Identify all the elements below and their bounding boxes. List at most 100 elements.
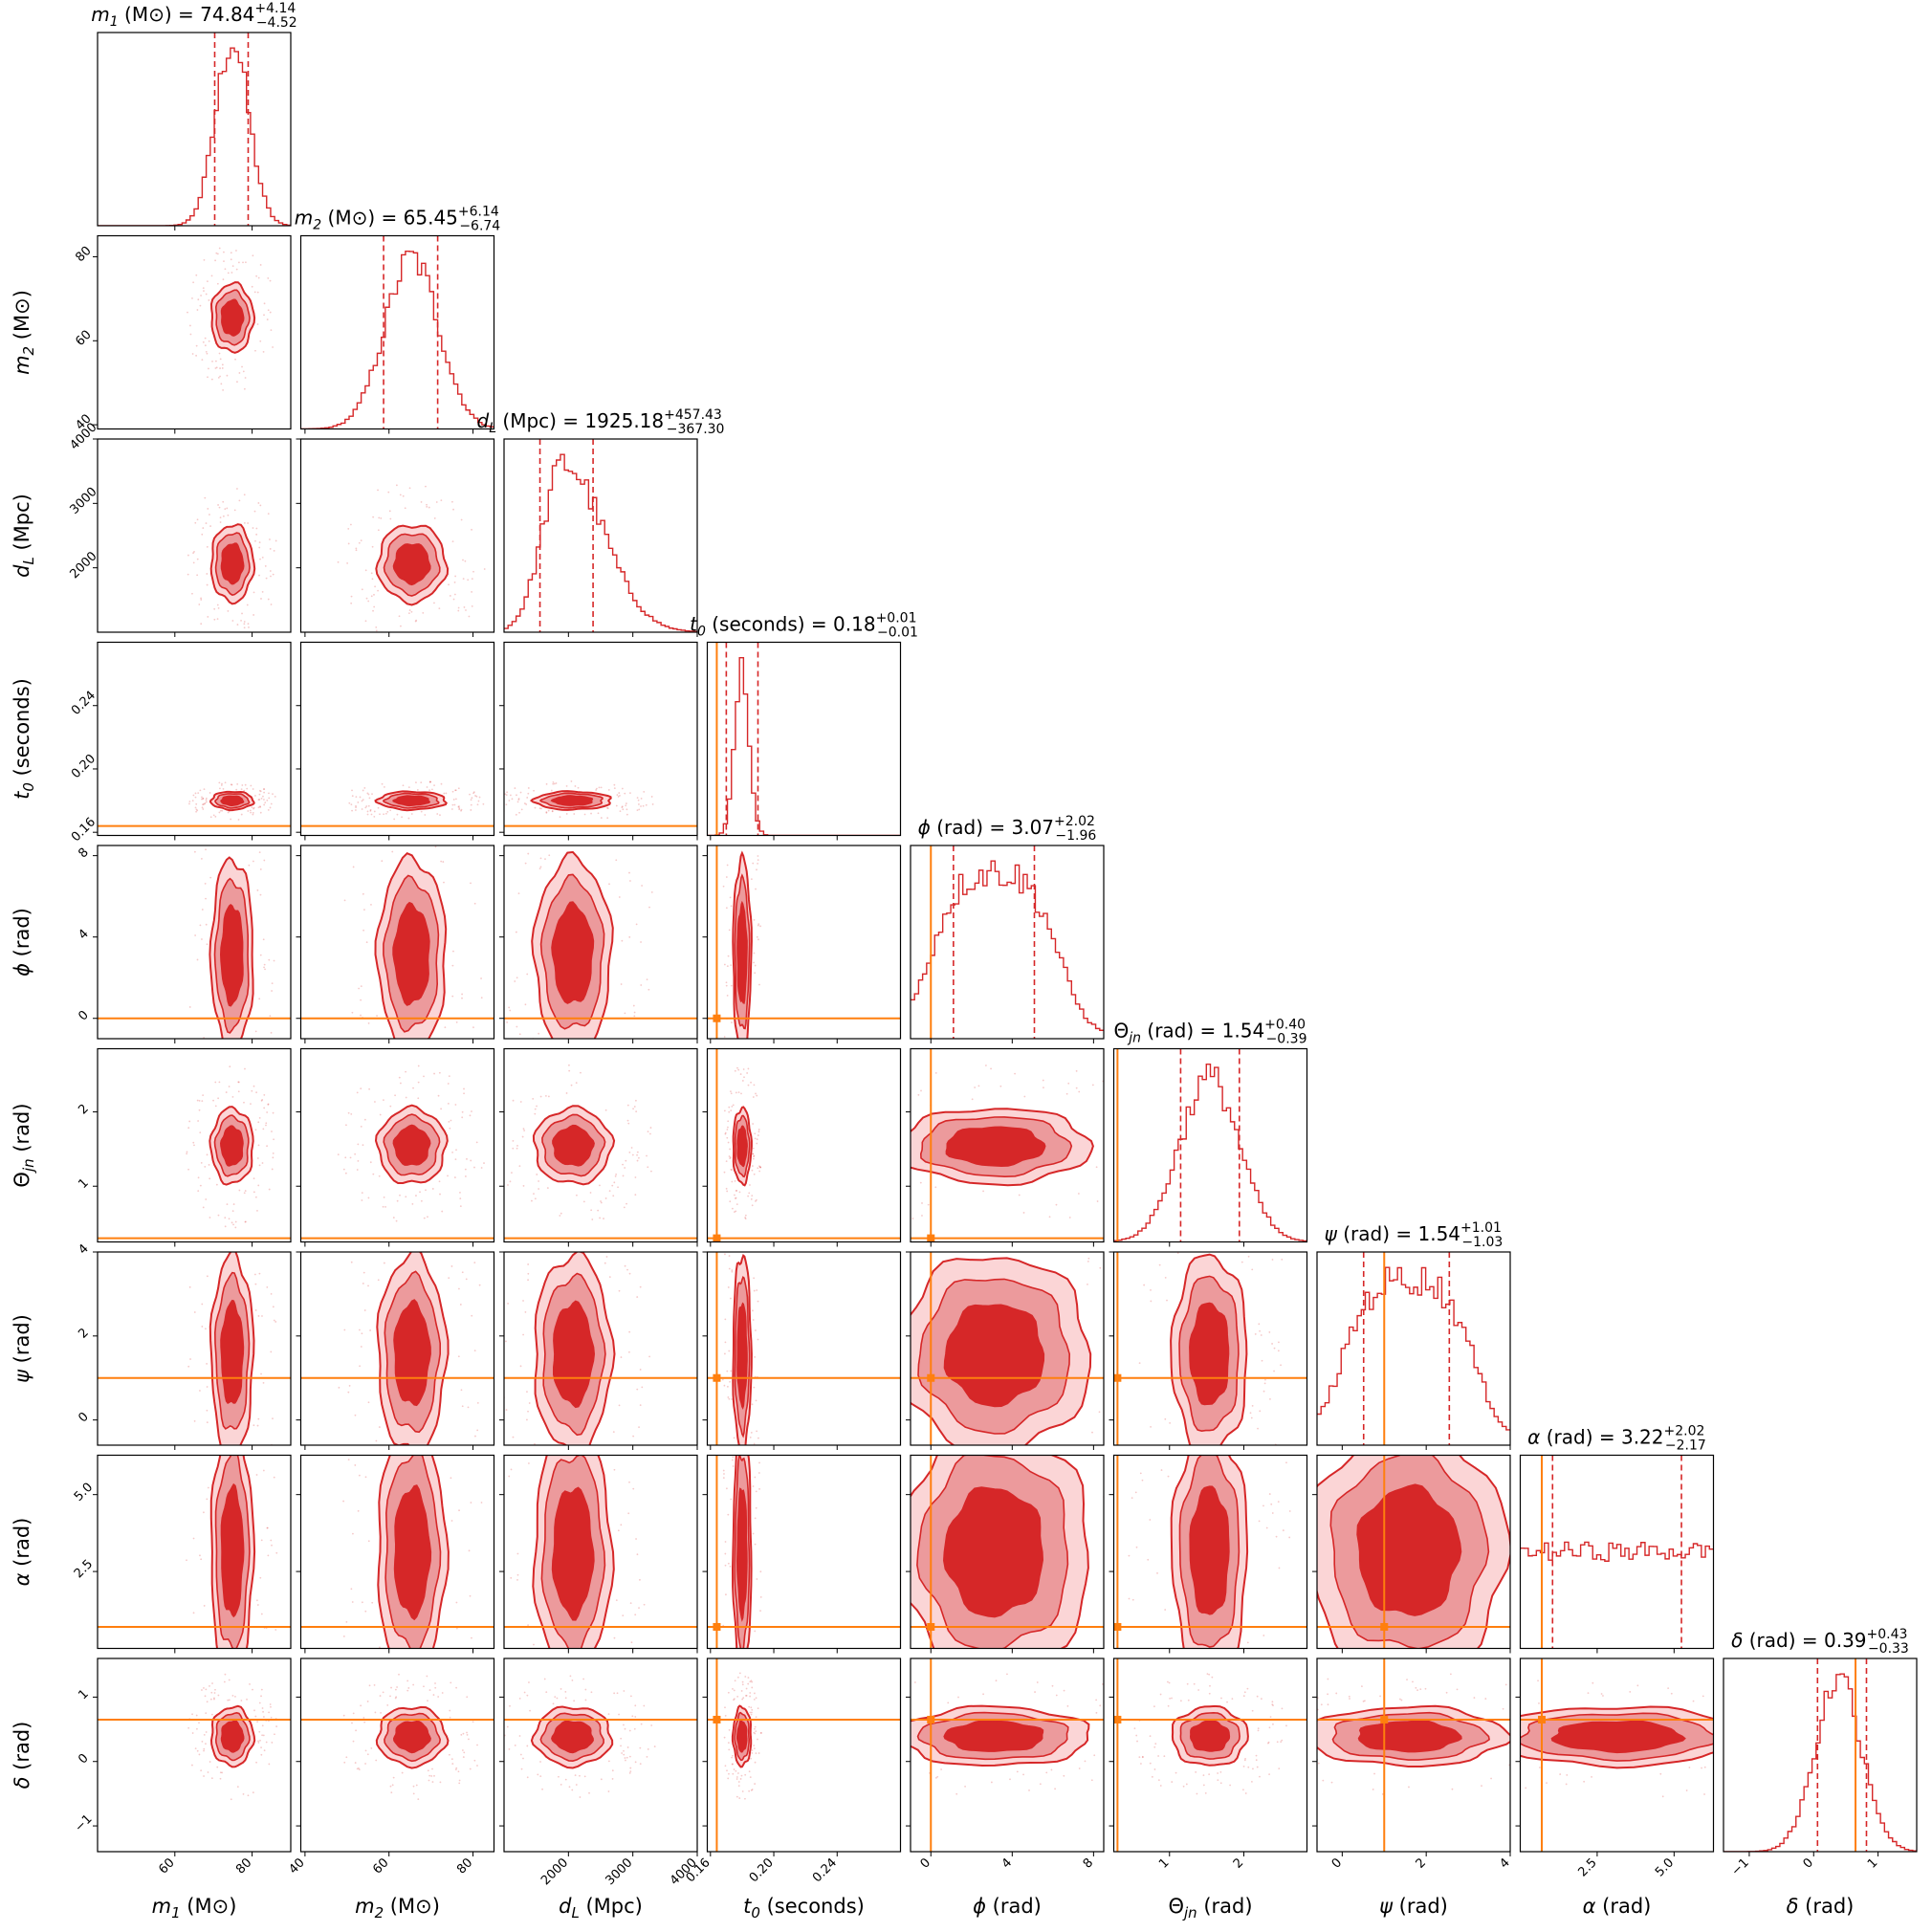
sample-point [205,350,208,353]
sample-point [732,1763,734,1766]
sample-point [196,1749,199,1752]
sample-point [1277,1501,1280,1504]
sample-point [608,1190,611,1193]
sample-point [863,1104,865,1106]
sample-point [892,1384,894,1386]
sample-point [198,604,201,605]
sample-point [1268,1430,1270,1432]
sample-point [729,1565,732,1568]
sample-point [472,1464,473,1466]
sample-point [869,1362,871,1364]
sample-point [256,1604,259,1606]
sample-point [354,1414,357,1416]
sample-point [258,546,261,549]
sample-point [459,1442,461,1444]
sample-point [241,365,243,368]
sample-point [391,1245,393,1247]
sample-point [256,1209,258,1212]
histogram-dL [504,453,697,632]
sample-point [271,1544,273,1547]
sample-point [408,487,411,490]
sample-point [382,1691,384,1694]
sample-point [196,574,199,577]
sample-point [1548,1765,1549,1767]
sample-point [607,789,610,791]
sample-point [255,1761,257,1764]
sample-point [192,561,195,564]
sample-point [226,1203,229,1206]
ylabel-alpha: α (rad) [11,1518,33,1587]
sample-point [415,1784,418,1787]
sample-point [646,1154,648,1157]
sample-point [219,776,221,778]
sample-point [897,1100,899,1102]
sample-point [1281,1259,1284,1261]
sample-point [206,1153,209,1156]
sample-point [260,798,263,800]
sample-point [821,1604,823,1606]
sample-point [360,539,362,541]
sample-point [1481,1409,1482,1411]
sample-point [438,1180,441,1183]
sample-point [607,1713,610,1716]
sample-point [205,522,208,524]
sample-point [758,1461,760,1464]
sample-point [254,1196,257,1198]
sample-point [448,1120,450,1123]
sample-point [749,1695,752,1698]
sample-point [1079,1233,1081,1235]
sample-point [262,795,264,798]
sample-point [606,1086,608,1087]
sample-point [398,615,401,618]
sample-point [1285,1724,1287,1727]
sample-point [724,1765,727,1767]
sample-point [639,1763,642,1766]
sample-point [1277,1729,1279,1731]
sample-point [1167,1704,1170,1707]
sample-point [885,1476,887,1478]
sample-point [442,1716,444,1718]
sample-point [753,1361,755,1363]
sample-point [269,1240,271,1241]
panel-theta-vs-m2 [296,1047,495,1247]
sample-point [379,1646,381,1649]
sample-point [568,1064,570,1066]
sample-point [255,1176,257,1178]
sample-point [739,1073,742,1075]
sample-point [357,1143,360,1146]
sample-point [1186,1682,1189,1685]
sample-point [891,1692,893,1694]
sample-point [372,609,374,612]
sample-point [428,1689,431,1691]
sample-point [878,1745,880,1747]
sample-point [205,1434,207,1436]
sample-point [874,1197,876,1198]
sample-point [349,1156,352,1159]
sample-point [552,780,555,783]
sample-point [429,780,432,783]
sample-point [196,958,199,961]
sample-point [1256,1695,1259,1698]
contour-dL-phi-2 [551,901,595,1004]
sample-point [458,808,461,811]
sample-point [354,1464,357,1466]
sample-point [756,1692,757,1694]
sample-point [257,1184,260,1187]
sample-point [214,1111,216,1113]
sample-point [375,1065,377,1066]
sample-point [453,803,456,806]
sample-point [758,983,760,986]
sample-point [218,352,221,355]
sample-point [1154,1743,1157,1745]
sample-point [613,1692,616,1695]
sample-point [1128,1597,1131,1600]
sample-point [1732,1778,1734,1780]
sample-point [1177,1790,1179,1792]
sample-point [1272,1780,1274,1782]
sample-point [451,995,454,998]
sample-point [455,1627,458,1630]
sample-point [265,1124,267,1127]
sample-point [222,278,225,281]
sample-point [224,781,227,784]
sample-point [204,801,207,804]
